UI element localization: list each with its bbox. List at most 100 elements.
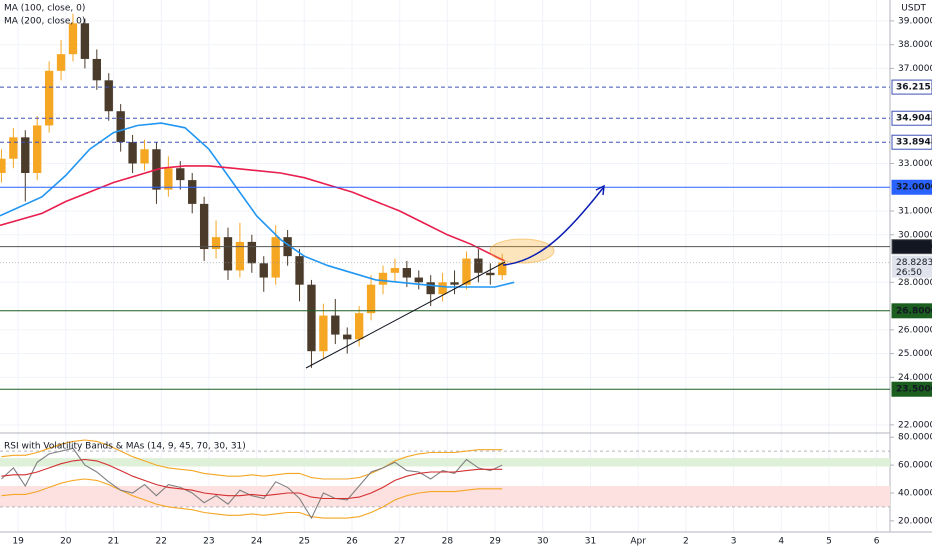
candle-body [247,241,257,264]
candle-body [9,137,18,159]
candle-body [235,241,245,271]
candle-body [331,315,340,335]
x-tick-label: 2 [683,537,689,547]
rsi-line [1,439,503,480]
x-tick-label: Apr [630,537,646,547]
rsi-pane [0,439,890,520]
last-price-label: 28.8283 [896,258,932,268]
x-tick-label: 31 [585,537,596,547]
x-tick-label: 21 [108,537,119,547]
price-level-label-box [891,110,932,126]
candle-body [390,268,400,273]
price-level-label: 23.5000 [896,385,932,395]
y-tick-label: 80.0000 [898,433,932,443]
countdown: 26:50 [896,268,922,278]
price-level-label: 36.2152 [896,83,932,93]
candle-body [414,277,423,283]
candle-body [474,258,483,273]
y-tick-label: 30.0000 [898,230,932,240]
candle-body [426,282,435,295]
y-tick-label: 37.0000 [898,64,932,74]
y-tick-label: 26.0000 [898,325,932,335]
candle-body [343,334,352,340]
candle-body [128,142,137,164]
candle-body [366,284,376,314]
candle-body [199,203,209,250]
candle-body [164,168,173,190]
ma-line [0,122,515,288]
y-tick-label: 33.0000 [898,159,932,169]
price-level-label-box [891,381,932,397]
candle-body [307,284,316,352]
price-level-label: 34.9048 [896,114,932,124]
candle-body [402,268,412,278]
main-pane: MA (100, close, 0) MA (200, close, 0) [0,4,890,390]
candle-body [498,262,507,276]
x-tick-label: 4 [778,537,784,547]
y-tick-label: 24.0000 [898,373,932,383]
x-tick-label: 24 [251,537,263,547]
price-level-label-box [891,134,932,150]
price-level-label-box [891,239,932,255]
x-tick-label: 30 [537,537,549,547]
candle-body [21,137,30,173]
x-tick-label: 23 [203,537,214,547]
candle-body [0,158,6,173]
candle-body [271,237,280,278]
y-tick-label: 39.0000 [898,16,932,26]
y-tick-label: 31.0000 [898,207,932,217]
rsi-band [0,458,890,467]
last-price-box [892,255,932,278]
x-tick-label: 27 [394,537,405,547]
candle-body [104,80,113,112]
candle-body [92,58,101,81]
x-tick-label: 3 [731,537,737,547]
legend-entry: MA (100, close, 0) [4,4,85,14]
candle-body [486,272,495,276]
rsi-line [1,458,503,500]
candle-body [188,180,197,204]
background [0,0,890,532]
projection-arrow [595,184,605,196]
candle-body [211,237,221,250]
price-level-label: 29.5000 [896,242,932,252]
candle-body [80,23,90,59]
price-level-label: 33.8948 [896,138,932,148]
legend-entry: MA (200, close, 0) [4,17,85,27]
price-level-label: 32.0000 [896,183,932,193]
candle-body [223,237,233,271]
x-tick-label: 29 [489,537,501,547]
price-level-label-box [891,303,932,319]
x-tick-label: 19 [12,537,24,547]
rsi-line [1,478,503,519]
candle-body [450,282,459,285]
x-tick-label: 26 [346,537,358,547]
candle-body [116,111,125,143]
x-tick-label: 25 [299,537,310,547]
rsi-line [1,447,503,520]
candle-body [462,258,471,285]
x-tick-label: 28 [442,537,454,547]
projection-curve [502,187,604,266]
candle-body [319,315,328,352]
candle-body [176,168,185,181]
axes: 19 20 21 22 23 24 25 26 27 28 29 30 31 Apr 2 3 4 5 639.000… [12,16,932,547]
y-tick-label: 38.0000 [898,40,932,50]
y-tick-label: 28.0000 [898,278,932,288]
trend-line [305,261,506,369]
candle-body [68,23,78,55]
candle-body [354,313,364,340]
x-tick-label: 20 [60,537,72,547]
x-tick-label: 6 [874,537,880,547]
y-tick-label: 40.0000 [898,488,932,498]
rsi-band [0,485,890,507]
y-tick-label: 22.0000 [898,420,932,430]
highlight-ellipse [489,238,555,264]
y-tick-label: 60.0000 [898,461,932,471]
candle-body [295,256,304,285]
currency: USDT [901,4,926,14]
y-tick-label: 25.0000 [898,349,932,359]
candle-body [56,54,66,71]
candle-body [44,70,54,126]
